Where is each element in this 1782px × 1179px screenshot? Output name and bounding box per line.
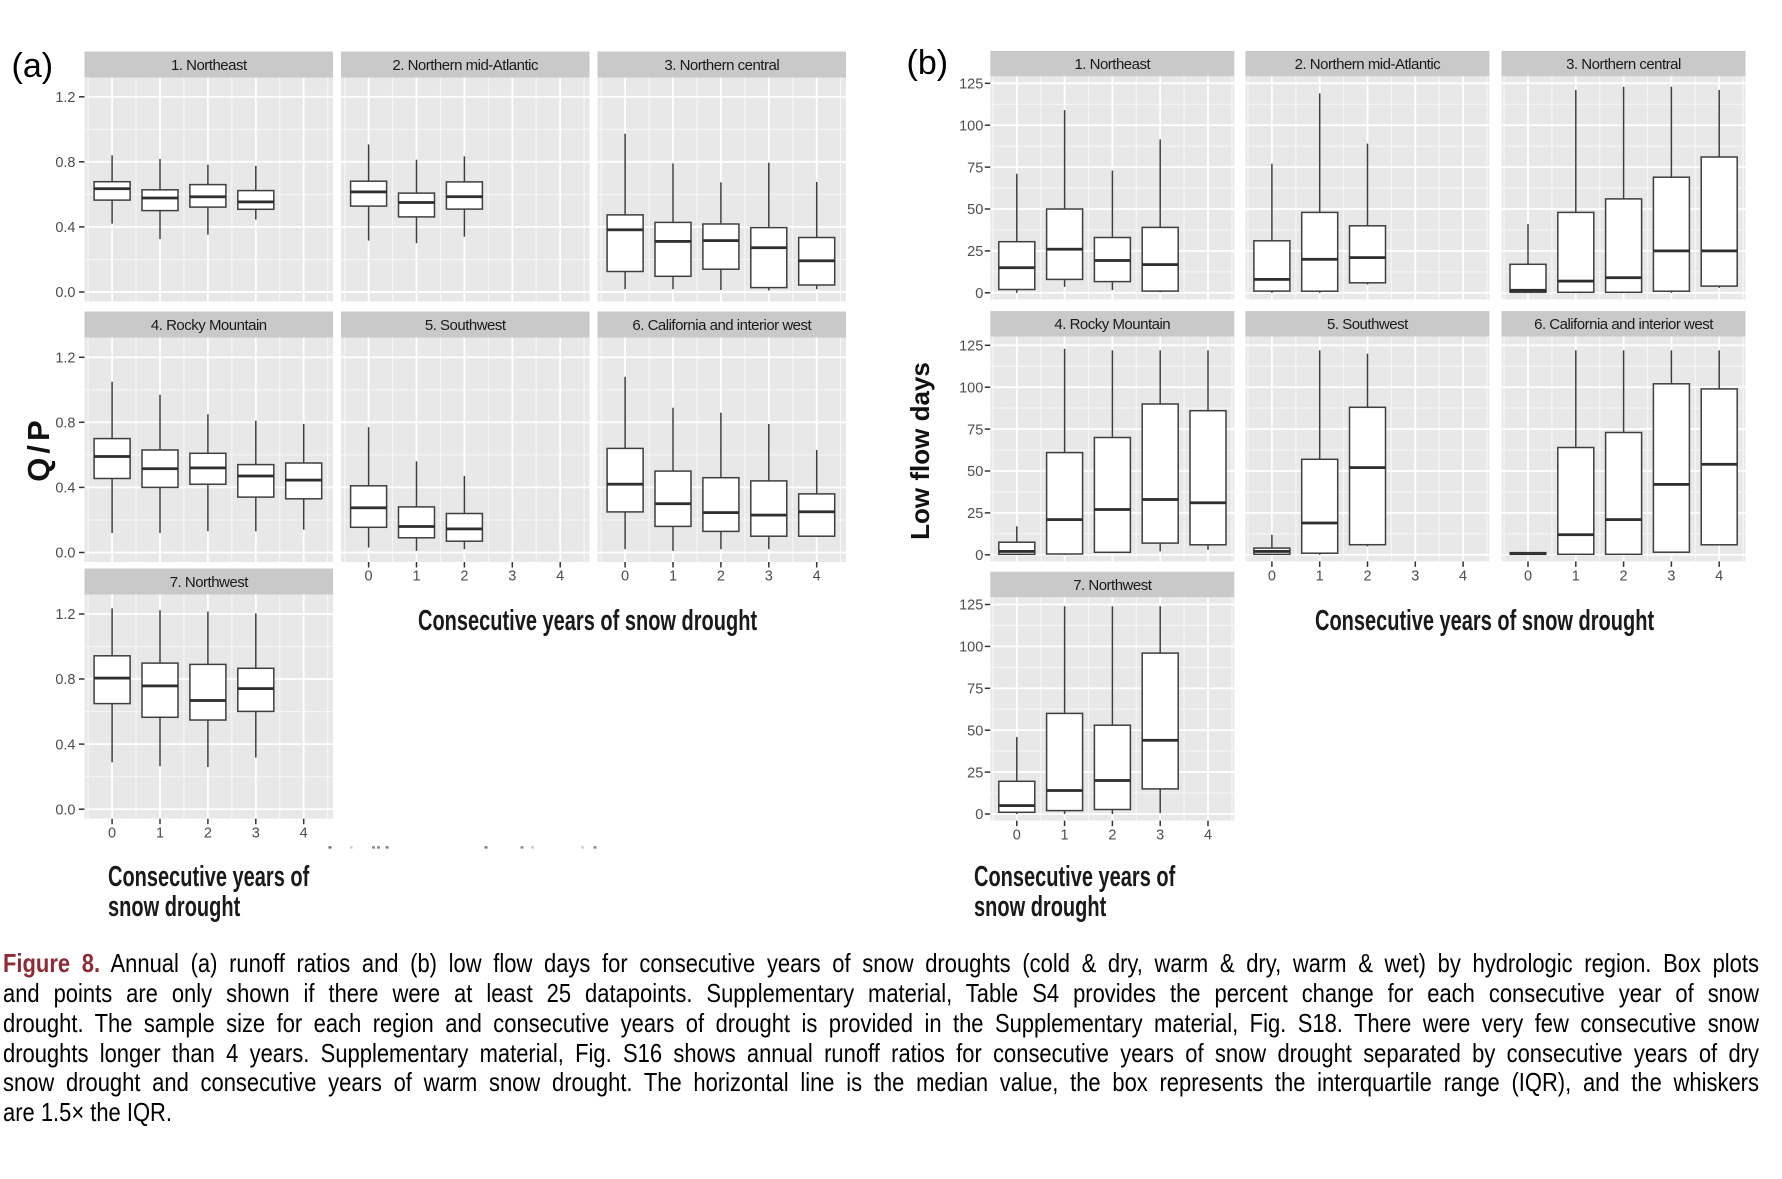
svg-text:6. California and interior wes: 6. California and interior west xyxy=(632,317,812,334)
svg-text:2: 2 xyxy=(1108,828,1116,844)
svg-text:0: 0 xyxy=(365,569,373,585)
svg-text:0.4: 0.4 xyxy=(55,481,75,497)
svg-text:0.0: 0.0 xyxy=(55,285,75,301)
svg-text:0: 0 xyxy=(108,825,116,841)
svg-text:1: 1 xyxy=(1061,828,1069,844)
svg-text:4: 4 xyxy=(1459,568,1467,584)
svg-text:2. Northern mid-Atlantic: 2. Northern mid-Atlantic xyxy=(1295,56,1442,73)
svg-text:4. Rocky Mountain: 4. Rocky Mountain xyxy=(1054,316,1170,333)
svg-text:25: 25 xyxy=(967,244,983,260)
svg-text:3: 3 xyxy=(1411,568,1419,584)
svg-text:0: 0 xyxy=(1268,568,1276,584)
svg-text:1: 1 xyxy=(1316,568,1324,584)
svg-text:100: 100 xyxy=(959,380,983,396)
svg-text:(b): (b) xyxy=(907,44,949,82)
svg-text:1. Northeast: 1. Northeast xyxy=(1074,56,1151,73)
svg-text:5. Southwest: 5. Southwest xyxy=(425,317,507,334)
svg-text:0: 0 xyxy=(975,548,983,564)
svg-text:2: 2 xyxy=(717,569,725,585)
svg-text:0: 0 xyxy=(1524,568,1532,584)
svg-text:125: 125 xyxy=(959,598,983,614)
svg-text:4: 4 xyxy=(1715,568,1723,584)
svg-text:2: 2 xyxy=(1363,568,1371,584)
svg-text:1: 1 xyxy=(669,569,677,585)
svg-text:6. California and interior wes: 6. California and interior west xyxy=(1534,316,1714,333)
svg-text:3. Northern central: 3. Northern central xyxy=(664,57,779,74)
svg-text:50: 50 xyxy=(967,723,983,739)
svg-text:0.4: 0.4 xyxy=(55,220,75,236)
svg-text:(a): (a) xyxy=(12,47,54,85)
svg-text:1.2: 1.2 xyxy=(55,607,75,623)
svg-text:2: 2 xyxy=(460,569,468,585)
svg-text:0: 0 xyxy=(975,286,983,302)
svg-text:3: 3 xyxy=(252,825,260,841)
svg-text:125: 125 xyxy=(959,339,983,355)
svg-text:2: 2 xyxy=(1620,568,1628,584)
svg-text:0: 0 xyxy=(1013,828,1021,844)
svg-text:0: 0 xyxy=(975,807,983,823)
svg-text:1. Northeast: 1. Northeast xyxy=(171,57,248,74)
svg-text:50: 50 xyxy=(967,202,983,218)
svg-text:1.2: 1.2 xyxy=(55,90,75,106)
svg-text:3: 3 xyxy=(508,569,516,585)
svg-text:100: 100 xyxy=(959,640,983,656)
svg-text:75: 75 xyxy=(967,682,983,698)
svg-text:1: 1 xyxy=(156,825,164,841)
svg-text:25: 25 xyxy=(967,506,983,522)
svg-text:0.8: 0.8 xyxy=(55,672,75,688)
svg-text:0.8: 0.8 xyxy=(55,155,75,171)
svg-text:4: 4 xyxy=(556,569,564,585)
svg-text:75: 75 xyxy=(967,160,983,176)
svg-text:125: 125 xyxy=(959,77,983,93)
svg-text:4: 4 xyxy=(1204,828,1212,844)
svg-text:2. Northern mid-Atlantic: 2. Northern mid-Atlantic xyxy=(392,57,539,74)
svg-text:Q/P: Q/P xyxy=(21,416,56,481)
svg-text:3. Northern central: 3. Northern central xyxy=(1566,56,1681,73)
svg-text:3: 3 xyxy=(1156,828,1164,844)
svg-text:0.0: 0.0 xyxy=(55,546,75,562)
svg-text:0.0: 0.0 xyxy=(55,802,75,818)
svg-text:1.2: 1.2 xyxy=(55,351,75,367)
svg-text:100: 100 xyxy=(959,118,983,134)
svg-text:3: 3 xyxy=(765,569,773,585)
svg-text:1: 1 xyxy=(412,569,420,585)
svg-text:75: 75 xyxy=(967,422,983,438)
svg-text:0.8: 0.8 xyxy=(55,416,75,432)
svg-text:50: 50 xyxy=(967,464,983,480)
svg-text:5. Southwest: 5. Southwest xyxy=(1327,316,1409,333)
svg-text:7. Northwest: 7. Northwest xyxy=(170,574,250,591)
svg-text:Low flow days: Low flow days xyxy=(905,362,935,540)
svg-text:0: 0 xyxy=(621,569,629,585)
svg-text:1: 1 xyxy=(1572,568,1580,584)
svg-text:4: 4 xyxy=(813,569,821,585)
svg-text:0.4: 0.4 xyxy=(55,737,75,753)
svg-text:7. Northwest: 7. Northwest xyxy=(1073,577,1153,594)
svg-text:25: 25 xyxy=(967,765,983,781)
svg-text:4: 4 xyxy=(300,825,308,841)
svg-text:2: 2 xyxy=(204,825,212,841)
svg-text:3: 3 xyxy=(1667,568,1675,584)
svg-text:4. Rocky Mountain: 4. Rocky Mountain xyxy=(151,317,267,334)
